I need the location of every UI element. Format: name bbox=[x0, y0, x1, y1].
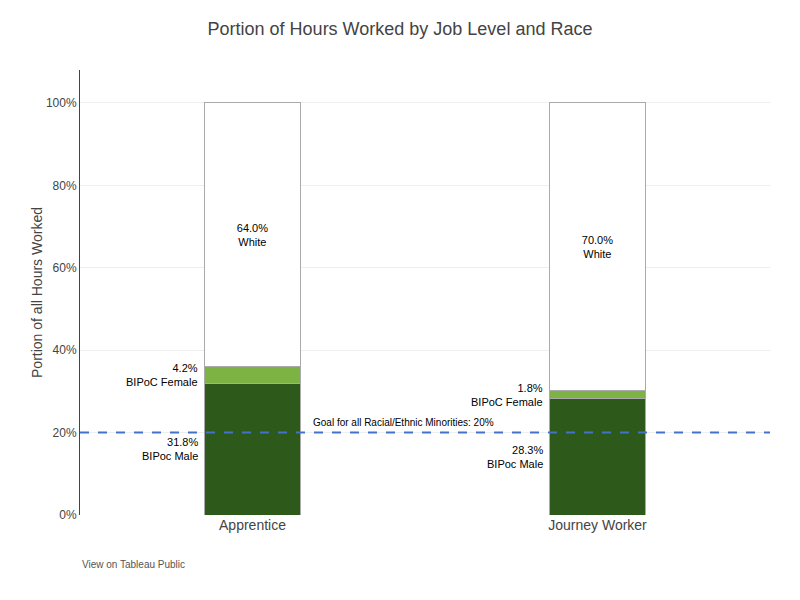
svg-text:40%: 40% bbox=[53, 343, 77, 357]
svg-text:Journey Worker: Journey Worker bbox=[548, 517, 647, 533]
svg-text:Portion of all Hours Worked: Portion of all Hours Worked bbox=[29, 207, 45, 378]
svg-text:60%: 60% bbox=[53, 261, 77, 275]
svg-text:Portion of Hours Worked by Job: Portion of Hours Worked by Job Level and… bbox=[208, 19, 593, 39]
svg-text:70.0%White: 70.0%White bbox=[582, 234, 613, 260]
svg-text:64.0%White: 64.0%White bbox=[237, 222, 268, 248]
svg-text:20%: 20% bbox=[53, 426, 77, 440]
svg-text:100%: 100% bbox=[46, 96, 77, 110]
svg-text:1.8%BIPoC Female: 1.8%BIPoC Female bbox=[471, 382, 543, 408]
svg-text:4.2%BIPoC Female: 4.2%BIPoC Female bbox=[126, 362, 198, 388]
svg-text:28.3%BIPoc Male: 28.3%BIPoc Male bbox=[487, 444, 543, 470]
svg-text:View on Tableau Public: View on Tableau Public bbox=[82, 559, 185, 570]
svg-text:80%: 80% bbox=[53, 179, 77, 193]
svg-text:0%: 0% bbox=[59, 508, 77, 522]
svg-text:31.8%BIPoc Male: 31.8%BIPoc Male bbox=[142, 436, 198, 462]
svg-text:Apprentice: Apprentice bbox=[219, 517, 286, 533]
svg-text:Goal for all Racial/Ethnic Min: Goal for all Racial/Ethnic Minorities: 2… bbox=[313, 417, 494, 428]
